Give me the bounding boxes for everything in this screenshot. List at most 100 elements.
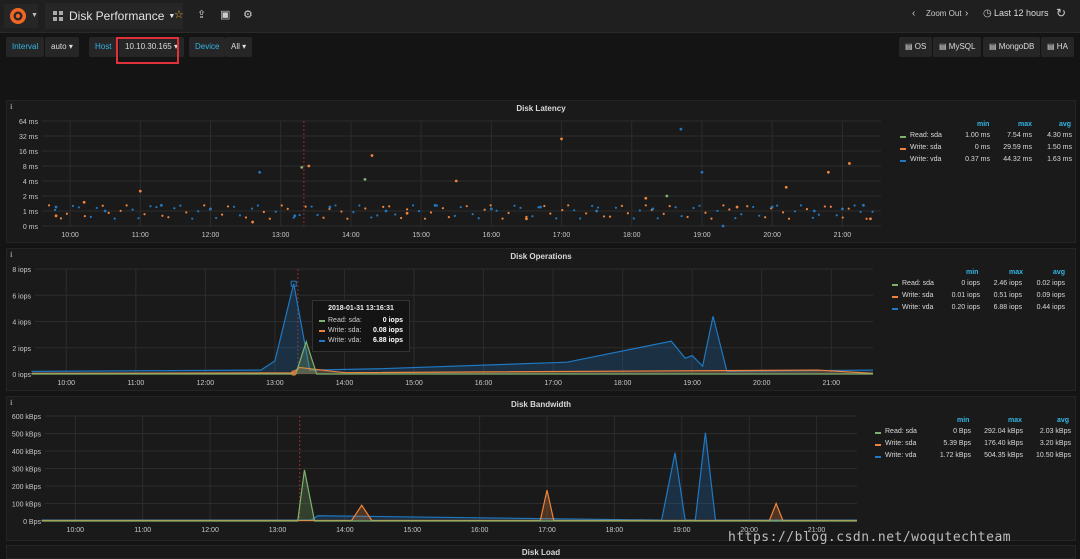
x-tick-label: 14:00 <box>336 380 354 387</box>
y-tick-label: 500 kBps <box>12 432 42 439</box>
tooltip-row: Read: sda: 0 iops <box>319 317 403 327</box>
data-point <box>293 214 297 218</box>
device-variable-select[interactable]: All ▾ <box>225 37 253 57</box>
legend-header-max: max <box>1009 269 1024 276</box>
legend-row-read-sda[interactable]: Read: sda 0 Bps 292.04 kBps 2.03 kBps <box>875 428 1071 440</box>
x-tick-label: 10:00 <box>61 232 79 239</box>
dashboard-link-ha[interactable]: ▤ HA <box>1041 37 1074 57</box>
data-point <box>405 211 409 215</box>
time-range-picker[interactable]: Last 12 hours <box>994 8 1049 18</box>
top-navbar: ▼ Disk Performance ▼ ☆ ⇪ ▣ ⚙ ‹ Zoom Out … <box>0 0 1080 33</box>
chevron-left-icon[interactable]: ‹ <box>912 8 916 19</box>
series-swatch <box>900 148 906 150</box>
dashboard-link-mongodb[interactable]: ▤ MongoDB <box>983 37 1041 57</box>
refresh-icon[interactable]: ↻ <box>1056 6 1067 20</box>
data-point <box>328 205 332 209</box>
data-point <box>262 210 265 214</box>
dashboard-picker-button[interactable]: Disk Performance ▼ <box>45 3 184 29</box>
gear-icon[interactable]: ⚙ <box>243 9 253 21</box>
data-point <box>674 206 677 209</box>
disk-bandwidth-chart[interactable]: 0 Bps 100 kBps 200 kBps 300 kBps 400 kBps 500… <box>7 411 867 539</box>
tooltip-series-name: Write: sda: <box>328 327 362 334</box>
panel-title[interactable]: Disk Load <box>521 548 561 557</box>
series-swatch <box>892 296 898 298</box>
y-tick-label: 6 iops <box>12 293 31 300</box>
panel-title[interactable]: Disk Bandwidth <box>510 400 571 409</box>
legend-row-write-sda[interactable]: Write: sda 0.01 iops 0.51 iops 0.09 iops <box>892 292 1080 304</box>
chevron-right-icon[interactable]: › <box>965 8 969 19</box>
data-point <box>543 204 546 208</box>
info-icon[interactable]: ℹ <box>10 400 13 407</box>
disk-bandwidth-panel: ℹ Disk Bandwidth 0 Bps 100 kBps 200 kBps 30… <box>6 396 1076 541</box>
data-point <box>668 204 671 208</box>
data-point <box>805 208 809 211</box>
legend-row-write-vda[interactable]: Write: vda 0.37 ms 44.32 ms 1.63 ms <box>900 156 1080 168</box>
x-tick-label: 20:00 <box>763 232 781 239</box>
data-point <box>370 154 374 157</box>
interval-variable-select[interactable]: auto ▾ <box>45 37 79 57</box>
legend-row-write-vda[interactable]: Write: vda 1.72 kBps 504.35 kBps 10.50 kBps <box>875 452 1071 464</box>
data-point <box>489 207 493 211</box>
tooltip-series-name: Read: sda: <box>328 317 362 324</box>
data-point <box>376 214 379 217</box>
x-tick-label: 13:00 <box>266 380 284 387</box>
tooltip-series-name: Write: vda: <box>328 337 362 344</box>
data-point <box>722 204 725 207</box>
y-tick-label: 100 kBps <box>12 502 42 509</box>
y-tick-label: 1 ms <box>23 209 39 216</box>
save-icon[interactable]: ▣ <box>220 9 231 21</box>
data-point <box>179 204 182 207</box>
data-point <box>539 205 542 209</box>
legend-row-write-sda[interactable]: Write: sda 5.39 Bps 176.40 kBps 3.20 kBps <box>875 440 1071 452</box>
series-name: Write: vda <box>885 452 917 459</box>
data-point <box>817 213 820 216</box>
data-point <box>700 170 704 174</box>
dashboard-link-os[interactable]: ▤ OS <box>899 37 933 57</box>
y-tick-label: 2 iops <box>12 346 31 353</box>
device-value: All <box>231 42 240 51</box>
data-point <box>840 207 844 211</box>
data-point <box>251 220 255 224</box>
data-point <box>787 217 791 220</box>
panel-title[interactable]: Disk Latency <box>516 104 566 113</box>
share-icon[interactable]: ⇪ <box>197 9 207 21</box>
x-tick-label: 13:00 <box>272 232 290 239</box>
grafana-logo-icon <box>10 8 26 24</box>
data-point <box>258 170 262 174</box>
grafana-menu-button[interactable]: ▼ <box>4 4 38 28</box>
host-value: 10.10.30.165 <box>125 42 172 51</box>
disk-operations-chart[interactable]: 0 iops 2 iops 4 iops 6 iops 8 iops 10:00 11:00… <box>7 263 882 389</box>
data-point <box>411 204 415 207</box>
legend-row-write-vda[interactable]: Write: vda 0.20 iops 6.88 iops 0.44 iops <box>892 304 1080 316</box>
series-swatch <box>319 320 325 322</box>
data-point <box>447 216 450 219</box>
disk-latency-chart[interactable]: 0 ms 1 ms 2 ms 4 ms 8 ms 16 ms 32 ms 64 ms 10:00… <box>7 115 887 241</box>
series-max: 0.51 iops <box>993 292 1022 299</box>
data-point <box>300 165 304 169</box>
data-point <box>740 213 743 216</box>
data-point <box>441 207 444 210</box>
data-point <box>710 217 713 220</box>
panel-title[interactable]: Disk Operations <box>510 252 572 261</box>
info-icon[interactable]: ℹ <box>10 252 13 259</box>
star-icon[interactable]: ☆ <box>174 9 184 21</box>
series-line <box>31 339 873 375</box>
caret-down-icon: ▼ <box>31 12 38 19</box>
legend-row-read-sda[interactable]: Read: sda 1.00 ms 7.54 ms 4.30 ms <box>900 132 1080 144</box>
data-point <box>226 205 230 208</box>
series-name: Write: vda <box>910 156 942 163</box>
template-variables-bar: Interval auto ▾ Host 10.10.30.165 ▾ Devi… <box>0 36 1080 60</box>
data-point <box>644 204 647 207</box>
y-tick-label: 0 ms <box>23 224 39 231</box>
y-tick-label: 64 ms <box>19 119 39 126</box>
y-tick-label: 600 kBps <box>12 414 42 421</box>
series-avg: 10.50 kBps <box>1035 452 1071 459</box>
x-tick-label: 19:00 <box>693 232 711 239</box>
host-variable-select[interactable]: 10.10.30.165 ▾ <box>119 37 184 57</box>
data-point <box>161 214 164 217</box>
zoom-out-button[interactable]: Zoom Out <box>926 9 962 18</box>
legend-row-read-sda[interactable]: Read: sda 0 iops 2.46 iops 0.02 iops <box>892 280 1080 292</box>
dashboard-link-mysql[interactable]: ▤ MySQL <box>933 37 982 57</box>
legend-row-write-sda[interactable]: Write: sda 0 ms 29.59 ms 1.50 ms <box>900 144 1080 156</box>
info-icon[interactable]: ℹ <box>10 104 13 111</box>
